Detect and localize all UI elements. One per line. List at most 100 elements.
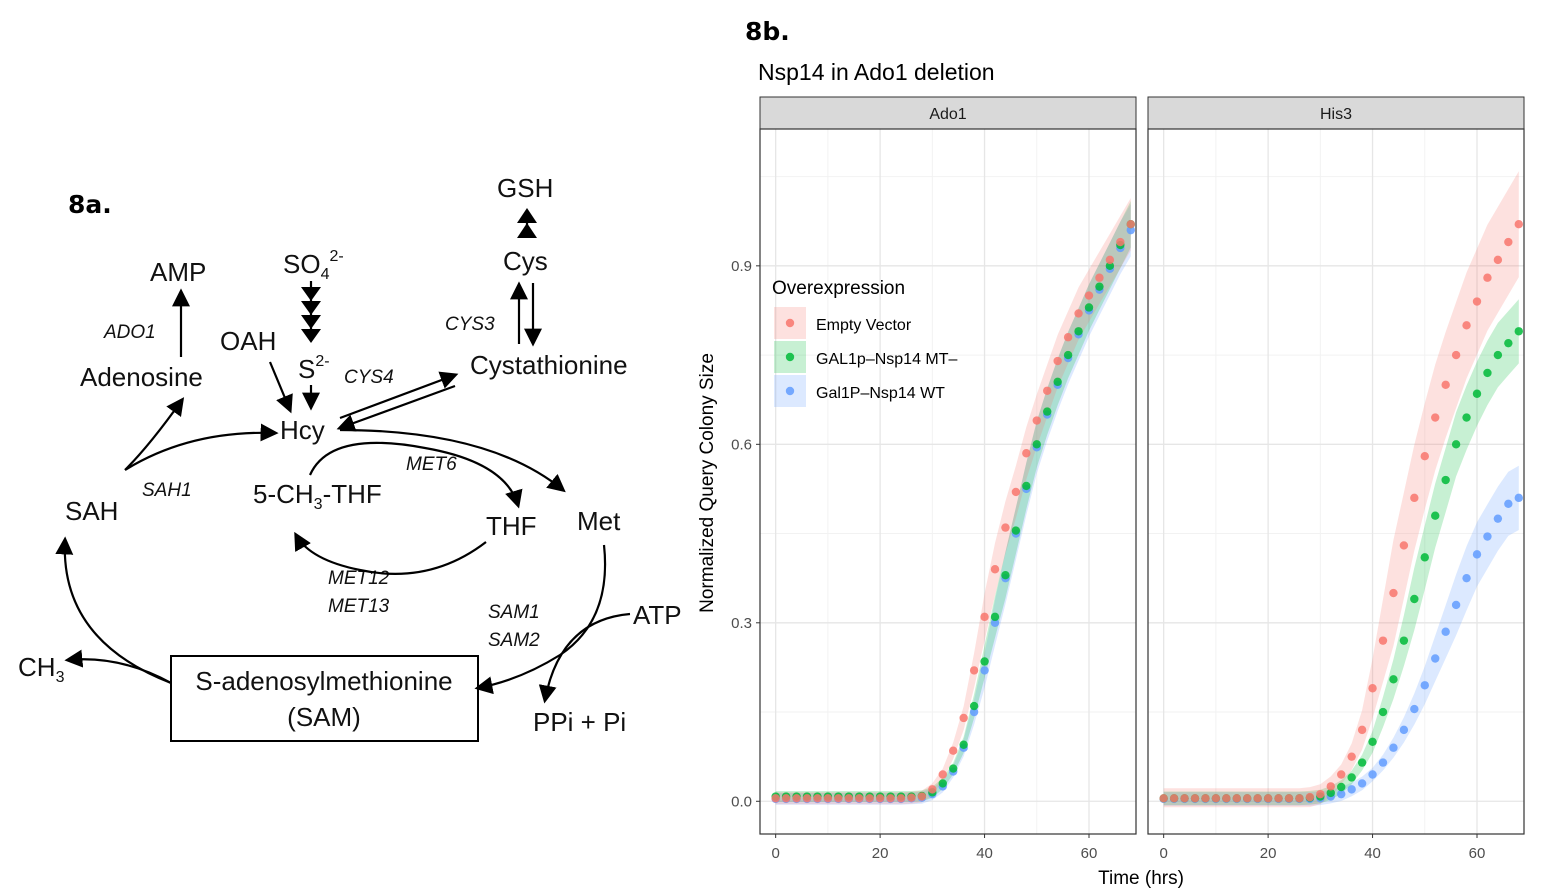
legend-title: Overexpression	[772, 278, 905, 299]
data-point-mt	[1022, 481, 1031, 491]
data-point-empty-vector	[1483, 273, 1492, 282]
ribbon-empty-vector	[1163, 171, 1519, 808]
data-point-empty-vector	[823, 794, 833, 803]
data-point-empty-vector	[1462, 321, 1471, 330]
data-point-empty-vector	[980, 612, 989, 622]
node-adenosine: Adenosine	[80, 362, 203, 392]
data-point-mt	[1063, 350, 1073, 360]
node-ppi-pi: PPi + Pi	[533, 707, 626, 737]
legend-key-point	[785, 386, 795, 396]
data-point-empty-vector	[959, 713, 968, 723]
node-oah: OAH	[220, 326, 276, 356]
node-cys: Cys	[503, 246, 548, 276]
arrow-sam-ch3	[64, 649, 172, 684]
data-point-mt	[1084, 303, 1094, 312]
arrow-hcy-met	[339, 428, 566, 493]
node-hcy: Hcy	[280, 415, 325, 445]
facet-panel-ado1: Ado1 0 20 40 60	[759, 96, 1137, 862]
pathway-arrows	[55, 210, 631, 704]
data-point-wt	[1472, 550, 1482, 559]
data-point-mt	[1493, 350, 1503, 360]
data-point-mt	[1472, 389, 1482, 398]
ribbon-wt	[1163, 465, 1519, 806]
data-point-empty-vector	[1116, 237, 1125, 247]
legend-label-mt: GAL1p–Nsp14 MT–	[816, 351, 958, 368]
data-point-mt	[980, 657, 989, 666]
data-point-wt	[1483, 532, 1492, 541]
data-point-empty-vector	[1357, 725, 1367, 735]
enzyme-cys3: CYS3	[445, 314, 495, 335]
node-sam-abbrev: (SAM)	[287, 702, 361, 732]
data-point-empty-vector	[1337, 770, 1346, 779]
data-point-empty-vector	[1253, 794, 1262, 803]
arrow-sah-adenosine	[124, 397, 185, 471]
enzyme-sam2: SAM2	[488, 630, 540, 651]
data-point-wt	[1504, 499, 1513, 509]
sulfate-step-1	[301, 287, 321, 301]
data-point-mt	[1462, 413, 1471, 422]
y-axis-title: Normalized Query Colony Size	[697, 353, 718, 613]
data-point-wt	[1441, 627, 1450, 636]
enzyme-cys4: CYS4	[344, 367, 394, 388]
node-atp: ATP	[633, 600, 682, 630]
data-point-empty-vector	[1514, 219, 1523, 229]
data-point-empty-vector	[855, 794, 864, 803]
data-point-empty-vector	[1159, 794, 1168, 803]
arrow-sah-hcy	[124, 423, 279, 471]
node-sulfide: S2-	[298, 353, 330, 384]
data-point-empty-vector	[1451, 350, 1461, 360]
data-point-mt	[1347, 773, 1356, 782]
y-tick-label: 0.3	[731, 615, 752, 632]
data-point-wt	[990, 618, 1000, 627]
node-ch3: CH3	[18, 652, 65, 686]
node-sam-name: S-adenosylmethionine	[195, 666, 452, 696]
data-point-empty-vector	[1399, 541, 1409, 550]
facet-strip-label: Ado1	[929, 106, 966, 123]
data-point-mt	[1378, 707, 1388, 717]
data-point-wt	[980, 666, 989, 675]
x-tick-label: 60	[1469, 845, 1486, 862]
data-point-empty-vector	[1043, 386, 1052, 395]
data-point-mt	[1410, 594, 1419, 604]
data-point-empty-vector	[1378, 636, 1388, 645]
data-point-mt	[1326, 788, 1335, 798]
arrow-hcy-cystathionine	[339, 371, 459, 420]
data-point-wt	[969, 707, 979, 717]
enzyme-sah1: SAH1	[142, 480, 192, 501]
data-point-empty-vector	[1347, 752, 1356, 761]
data-point-mt	[990, 612, 1000, 622]
sam-box	[170, 655, 479, 742]
legend-key-point	[785, 352, 795, 362]
data-point-mt	[1420, 553, 1429, 562]
arrow-methylthf-thf	[308, 441, 523, 509]
data-point-empty-vector	[1084, 291, 1094, 300]
x-tick-label: 40	[1364, 845, 1381, 862]
data-point-empty-vector	[1389, 588, 1398, 598]
data-point-empty-vector	[813, 794, 822, 803]
data-point-empty-vector	[1201, 794, 1210, 803]
data-point-empty-vector	[928, 785, 937, 794]
data-point-empty-vector	[917, 792, 927, 801]
data-point-empty-vector	[1032, 416, 1041, 425]
node-sah: SAH	[65, 496, 118, 526]
data-point-empty-vector	[792, 794, 801, 803]
data-point-empty-vector	[1316, 789, 1325, 799]
data-point-mt	[1043, 407, 1052, 416]
data-point-mt	[1032, 440, 1041, 449]
data-point-empty-vector	[834, 794, 843, 803]
arrow-sam-sah	[55, 536, 172, 685]
x-tick-label: 0	[1159, 845, 1167, 862]
legend-keys	[774, 307, 806, 407]
growth-chart: 8b. Nsp14 in Ado1 deletion Normalized Qu…	[697, 17, 1525, 889]
facet-border	[759, 128, 1137, 835]
data-point-wt	[1451, 600, 1461, 610]
data-point-empty-vector	[1274, 794, 1283, 803]
node-amp: AMP	[150, 257, 206, 287]
data-point-empty-vector	[1368, 684, 1377, 693]
facet-background	[760, 129, 1136, 834]
data-point-wt	[1399, 725, 1409, 735]
data-point-empty-vector	[886, 794, 895, 803]
cys-gsh-step-1	[517, 208, 537, 223]
data-point-empty-vector	[1095, 273, 1104, 282]
